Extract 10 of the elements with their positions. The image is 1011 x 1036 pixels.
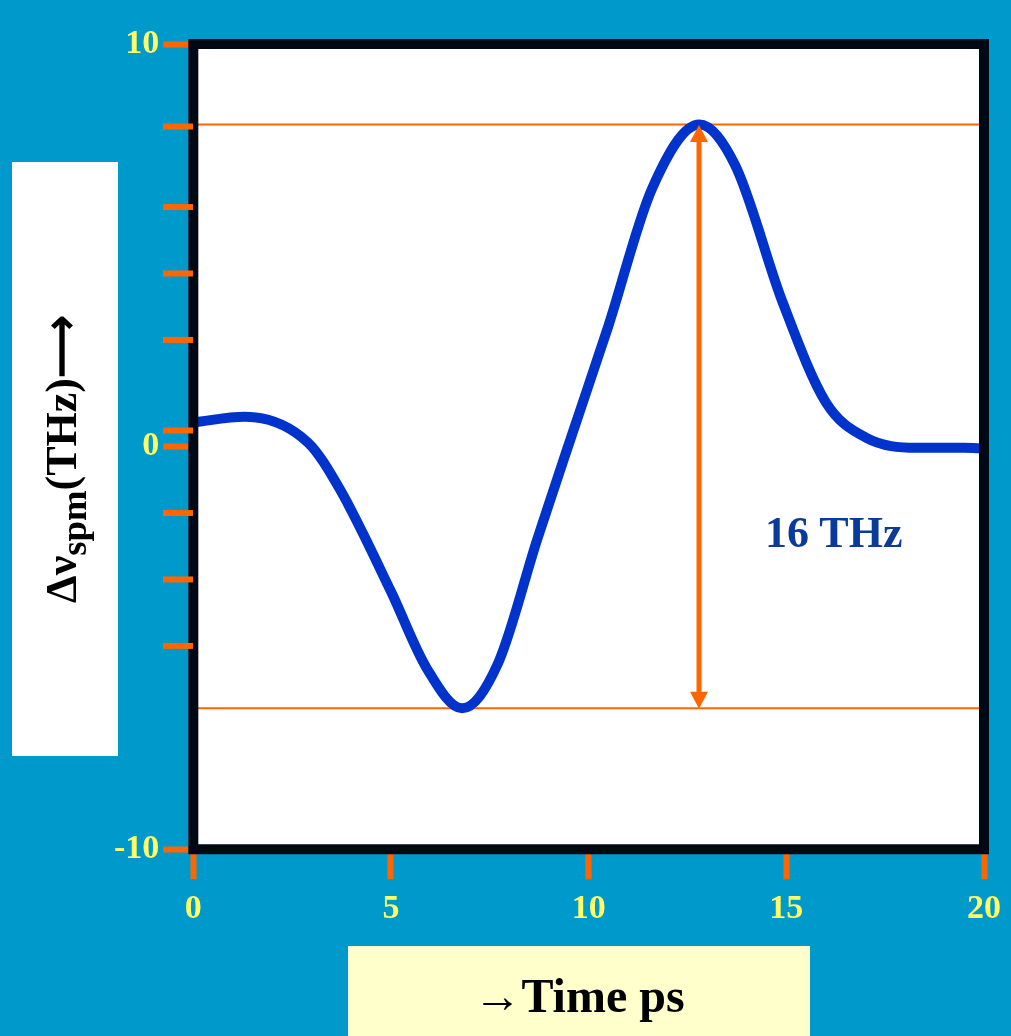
y-tick-label: -10 <box>113 827 160 865</box>
x-axis-title: →Time ps <box>348 946 810 1036</box>
y-tick-label: 0 <box>142 425 160 463</box>
x-tick-label: 20 <box>967 888 1001 926</box>
annotation: 16 THz <box>765 507 903 557</box>
x-tick-label: 15 <box>769 888 804 926</box>
x-tick-label: 0 <box>184 888 202 926</box>
x-tick-label: 10 <box>571 888 606 926</box>
y-tick-label: 10 <box>125 22 160 60</box>
x-tick-label: 5 <box>382 888 400 926</box>
